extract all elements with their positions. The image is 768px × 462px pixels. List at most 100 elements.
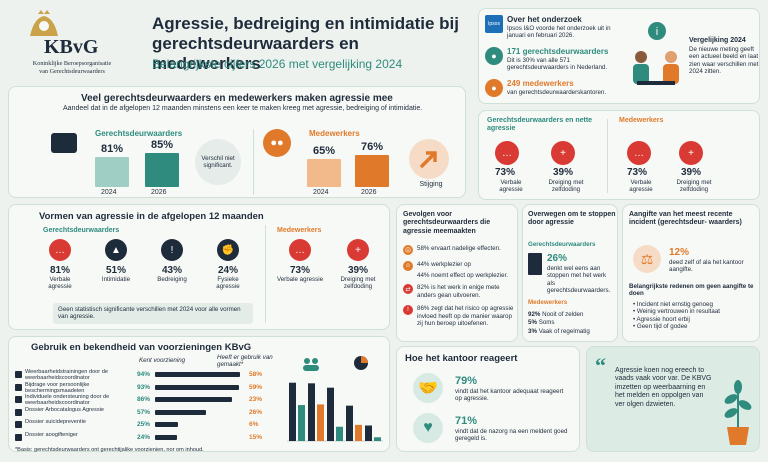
gevolg-text: 44% noemt effect op werkplezier.: [417, 272, 509, 279]
voorz-chart-gebruik-bar: [317, 404, 324, 441]
voorz-chart-gebruik-bar: [298, 405, 305, 441]
gevolg-item: ☹ 58% ervaart nadelige effecten.: [403, 245, 515, 255]
person-alert-icon-1: +: [551, 141, 575, 165]
stoppen-row: 5% Soms: [528, 319, 616, 326]
stoppen-gdw-text: denkt wel eens aan stoppen met het werk …: [547, 265, 611, 295]
nare-mw-heading: Medewerkers: [619, 117, 664, 124]
stoppen-row: 3% Vaak of regelmatig: [528, 328, 616, 335]
voorz-kent-value: 93%: [137, 383, 151, 391]
reasons-list: • Incident niet ernstig genoeg • Weinig …: [633, 301, 757, 331]
voorz-row-icon: [15, 408, 22, 416]
vormen-card: Vormen van agressie in de afgelopen 12 m…: [8, 204, 390, 330]
voorz-kent-value: 25%: [137, 421, 151, 428]
heart-hand-icon: ♥: [413, 413, 443, 443]
kantoor-v2: 71%: [455, 415, 478, 427]
voorz-row-icon: [15, 383, 22, 391]
vorm-2-label: Intimidatie: [101, 276, 131, 283]
gevolgen-card: Gevolgen voor gerechtsdeurwaarders die a…: [396, 204, 518, 342]
voorz-gebruik-value: 59%: [249, 383, 263, 391]
voorz-kent-value: 94%: [137, 371, 151, 378]
vorm-item-4: ✊ 24% Fysieke agressie: [205, 239, 251, 291]
voorz-row: Dossier suicidepreventie 25% 6%: [15, 419, 285, 432]
chart-pictogram-icon: [354, 356, 368, 370]
exit-door-icon: [528, 253, 542, 275]
vorm-item-2: ▲ 51% Intimidatie: [93, 239, 139, 283]
voorz-row: Weerbaarheidstrainingen door de weerbaar…: [15, 369, 285, 382]
vorm-mw-2-value: 39%: [347, 265, 368, 276]
voorz-col2: Heeft er gebruik van gemaakt*: [217, 354, 273, 369]
aggression-card: Veel gerechtsdeurwaarders en medewerkers…: [8, 86, 466, 198]
gevolg-text: 82% is het werk in enige mete anders gea…: [417, 284, 500, 299]
gevolgen-list: ☹ 58% ervaart nadelige effecten. ☺ 44% wer…: [403, 245, 515, 327]
gdw-year1: 2024: [101, 189, 117, 196]
vormen-gdw-label: Gerechtsdeurwaarders: [43, 227, 120, 234]
stat2-value: 249 medewerkers: [507, 79, 574, 88]
vorm-3-label: Bedreiging: [157, 276, 187, 283]
stoppen-rows: 92% Nooit of zelden 5% Soms 3% Vaak of r…: [528, 311, 616, 335]
voorz-kent-bar: [155, 409, 207, 415]
voorz-kent-bar: [155, 372, 240, 377]
mw-2024-value: 65%: [313, 145, 336, 157]
vorm-item-3: ! 43% Bedreiging: [149, 239, 195, 283]
nare-mw-v1: 73%: [627, 167, 648, 178]
voorz-row-icon: [15, 433, 22, 441]
mw-year1: 2024: [313, 189, 329, 196]
voorz-row-label: Dossier aoogifteniger: [25, 431, 78, 438]
voorzieningen-card: Gebruik en bekendheid van voorzieningen …: [8, 336, 390, 453]
about-card: Ipsos Over het onderzoek Ipsos I&O voord…: [478, 8, 760, 104]
voorz-kent-value: 24%: [137, 433, 151, 441]
vorm-mw-2-label: Dreiging met zelfdoding: [340, 276, 376, 291]
nare-divider: [607, 119, 608, 193]
speech-icon-2: …: [627, 141, 651, 165]
voorz-row-icon: [15, 421, 22, 428]
lion-crest-icon: [30, 10, 58, 36]
reason-item: • Incident niet ernstig genoeg: [633, 301, 713, 308]
gevolg-item: ! 86% zegt dat het risico op agressie inv…: [403, 305, 515, 327]
gdw-year2: 2026: [151, 189, 167, 196]
stoppen-heading: Overwegen om te stoppen door agressie: [528, 211, 616, 227]
vorm-3-value: 43%: [161, 265, 182, 276]
nare-gdw-v2: 39%: [553, 167, 574, 178]
intimidation-icon: ▲: [105, 239, 127, 261]
stoppen-row: 92% Nooit of zelden: [528, 311, 616, 318]
stoppen-row-value: 5%: [528, 319, 537, 327]
vorm-mw-item-1: … 73% Verbale agressie: [275, 239, 325, 283]
voorz-kent-bar: [155, 434, 177, 440]
gdw-note: Verschil niet significant.: [195, 139, 241, 185]
org-line1: Koninklijke Beroepsorganisatie: [32, 60, 112, 67]
voorz-chart-kent-bar: [289, 382, 296, 441]
vorm-4-label: Fysieke agressie: [216, 276, 240, 291]
aangifte-card: Aangifte van het meest recente incident …: [622, 204, 760, 342]
increase-arrow-icon: [409, 139, 449, 179]
vorm-1-label: Verbale agressie: [48, 276, 72, 291]
speech-icon-mw: …: [289, 239, 311, 261]
nare-mw-l2: Dreiging met zelfdoding: [676, 179, 712, 194]
people-icon: ●: [485, 47, 503, 65]
voorz-rows: Weerbaarheidstrainingen door de weerbaar…: [15, 369, 285, 445]
stoppen-gdw-value: 26%: [547, 253, 568, 264]
stoppen-card: Overwegen om te stoppen door agressie Ge…: [522, 204, 618, 342]
stoppen-row-label: Vaak of regelmatig: [538, 327, 590, 335]
voorz-row-label: Bijdrage voor persoonlijke beschermingsm…: [25, 381, 90, 394]
ipsos-logo: Ipsos: [485, 15, 503, 33]
voorzieningen-chart: [287, 382, 383, 442]
vorm-4-value: 24%: [217, 265, 238, 276]
aangifte-value: 12%: [669, 247, 690, 258]
mw-2026-value: 76%: [361, 141, 384, 153]
title-line1: Agressie, bedreiging en intimidatie bij: [152, 14, 460, 33]
alert-icon: !: [403, 305, 413, 316]
voorz-gebruik-value: 26%: [249, 408, 263, 416]
vorm-mw-item-2: + 39% Dreiging met zelfdoding: [331, 239, 385, 291]
voorz-chart-gebruik-bar: [336, 426, 343, 441]
voorz-row-label: Individuele ondersteuning door de weerba…: [25, 394, 110, 407]
mw-bar-2026: [355, 155, 389, 187]
kantoor-v1: 79%: [455, 375, 478, 387]
gevolgen-heading: Gevolgen voor gerechtsdeurwaarders die a…: [403, 211, 491, 235]
voorz-chart-kent-bar: [365, 425, 372, 441]
person-alert-icon-mw: +: [347, 239, 369, 261]
workers-icon: ●: [485, 79, 503, 97]
plant-illustration: [724, 380, 752, 445]
voorz-chart-kent-bar: [346, 405, 353, 441]
stoppen-row-value: 92%: [528, 311, 541, 318]
reason-item: • Geen tijd of godee: [633, 323, 688, 331]
